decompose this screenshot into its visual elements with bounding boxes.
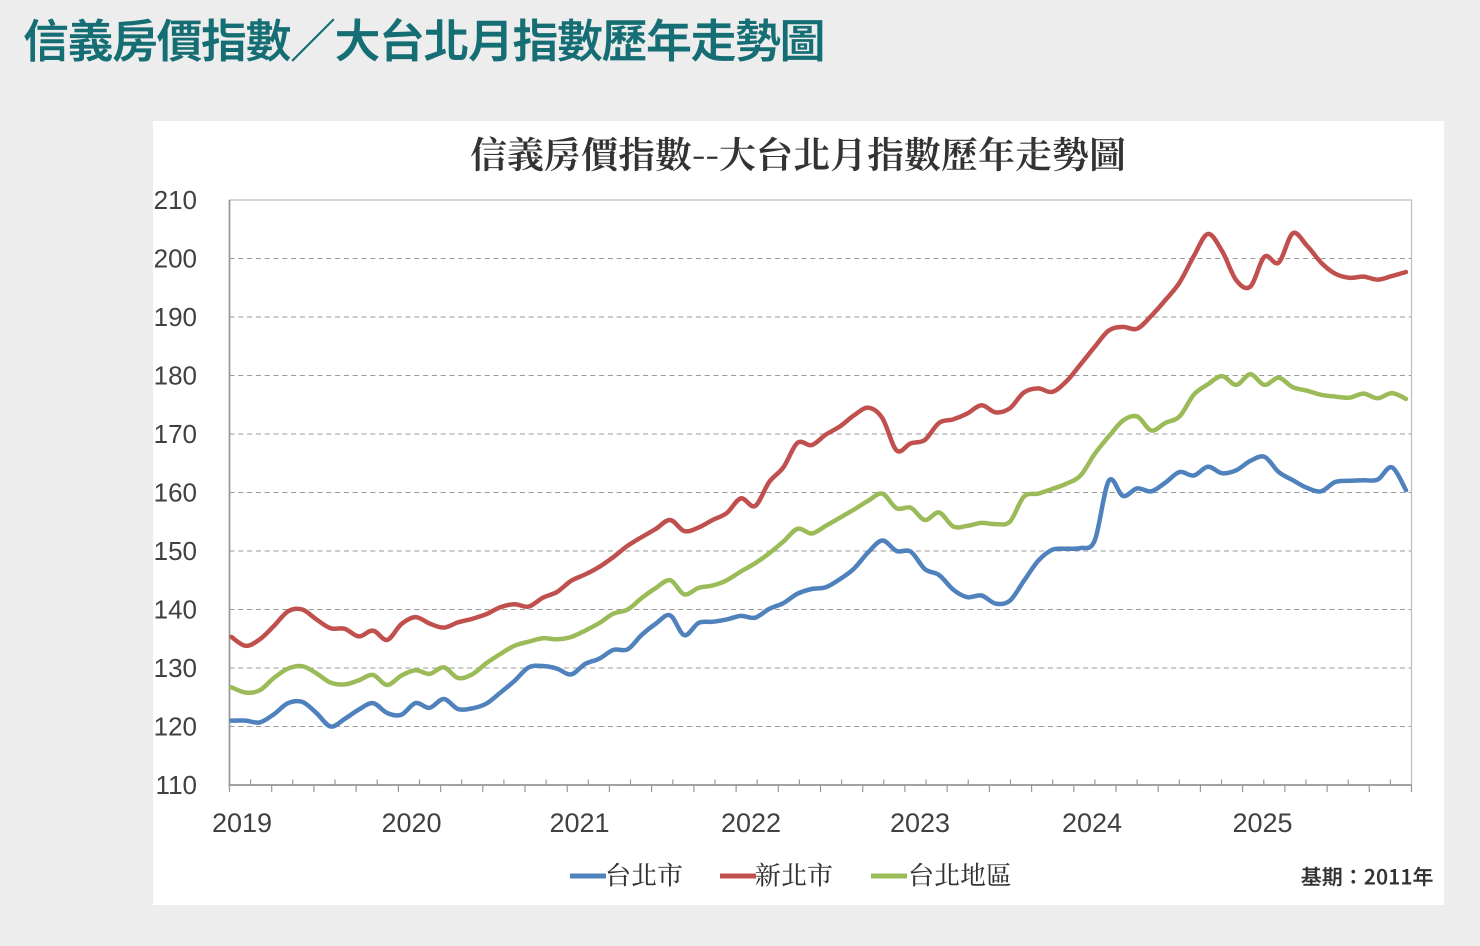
svg-text:2021: 2021 bbox=[549, 808, 609, 838]
svg-text:130: 130 bbox=[154, 653, 197, 683]
svg-text:2019: 2019 bbox=[212, 808, 272, 838]
svg-text:2025: 2025 bbox=[1232, 808, 1292, 838]
svg-text:150: 150 bbox=[154, 536, 197, 566]
svg-text:210: 210 bbox=[154, 185, 197, 215]
svg-text:120: 120 bbox=[154, 712, 197, 742]
svg-text:190: 190 bbox=[154, 302, 197, 332]
svg-text:110: 110 bbox=[156, 770, 197, 800]
svg-text:2024: 2024 bbox=[1062, 808, 1122, 838]
svg-text:140: 140 bbox=[154, 595, 197, 625]
svg-text:180: 180 bbox=[154, 361, 197, 391]
svg-text:160: 160 bbox=[154, 478, 197, 508]
svg-text:2023: 2023 bbox=[890, 808, 950, 838]
svg-text:2020: 2020 bbox=[381, 808, 441, 838]
svg-text:170: 170 bbox=[154, 419, 197, 449]
svg-text:2022: 2022 bbox=[721, 808, 781, 838]
svg-text:200: 200 bbox=[154, 244, 197, 274]
